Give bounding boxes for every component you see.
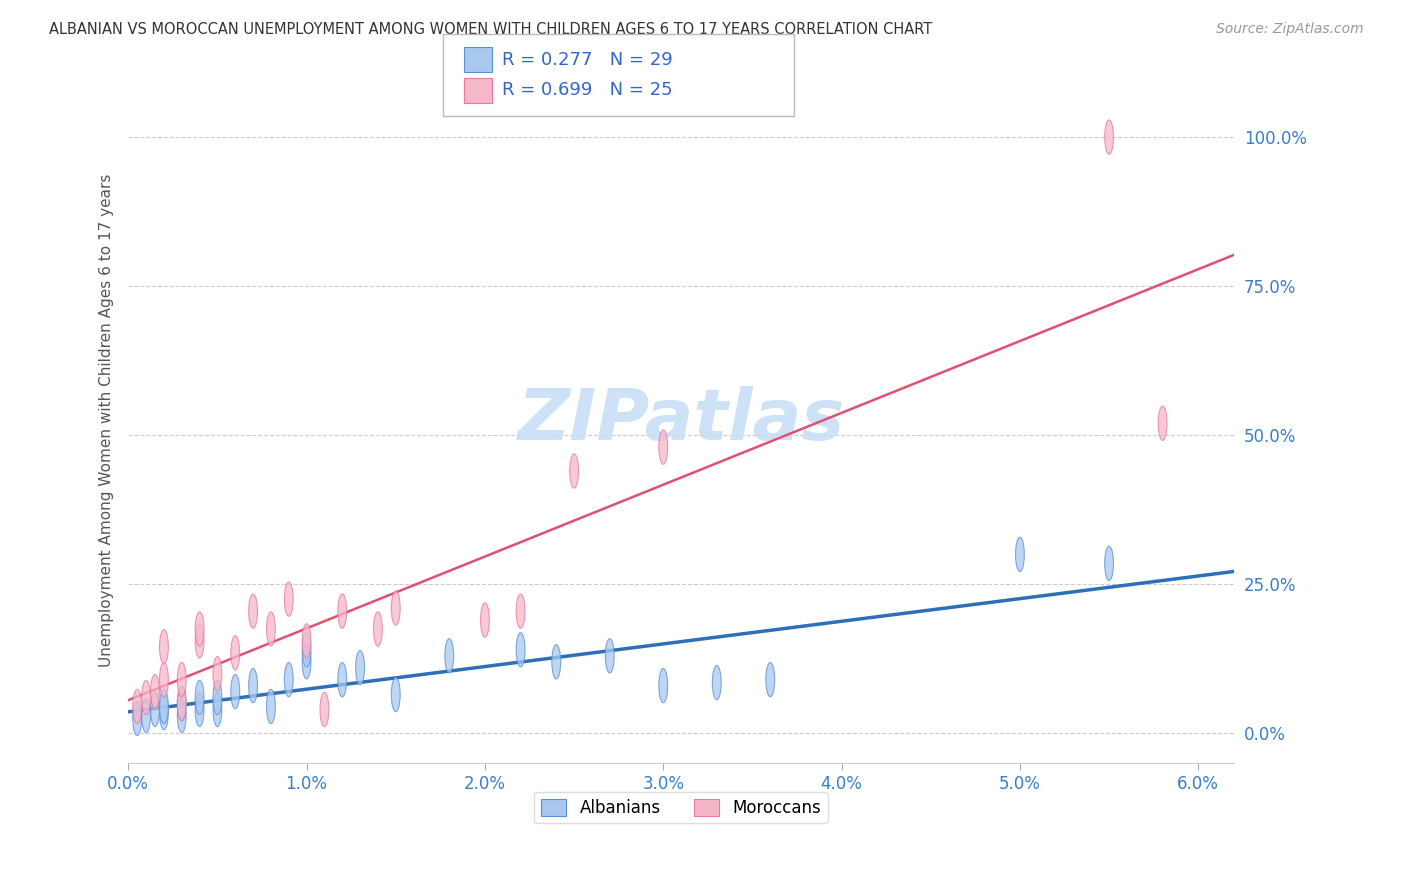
Ellipse shape (195, 692, 204, 727)
Ellipse shape (177, 686, 186, 721)
Text: Source: ZipAtlas.com: Source: ZipAtlas.com (1216, 22, 1364, 37)
Ellipse shape (391, 591, 401, 625)
Ellipse shape (481, 603, 489, 637)
Y-axis label: Unemployment Among Women with Children Ages 6 to 17 years: Unemployment Among Women with Children A… (100, 174, 114, 667)
Ellipse shape (159, 630, 169, 664)
Ellipse shape (1105, 546, 1114, 581)
Ellipse shape (159, 695, 169, 730)
Ellipse shape (569, 454, 578, 488)
Ellipse shape (516, 594, 524, 628)
Ellipse shape (150, 692, 159, 727)
Ellipse shape (551, 645, 561, 679)
Ellipse shape (195, 681, 204, 714)
Ellipse shape (150, 674, 159, 709)
Ellipse shape (302, 632, 311, 667)
Ellipse shape (249, 594, 257, 628)
Ellipse shape (337, 663, 347, 697)
Ellipse shape (1105, 120, 1114, 154)
Ellipse shape (302, 645, 311, 679)
Ellipse shape (1015, 537, 1025, 572)
Ellipse shape (195, 624, 204, 658)
Ellipse shape (713, 665, 721, 700)
Ellipse shape (444, 639, 454, 673)
Ellipse shape (132, 701, 142, 736)
Ellipse shape (159, 690, 169, 723)
Ellipse shape (1159, 406, 1167, 441)
Ellipse shape (231, 636, 239, 670)
Ellipse shape (212, 657, 222, 690)
Ellipse shape (659, 430, 668, 464)
Ellipse shape (356, 650, 364, 685)
Ellipse shape (267, 690, 276, 723)
Ellipse shape (177, 686, 186, 721)
Ellipse shape (177, 698, 186, 732)
Ellipse shape (337, 594, 347, 628)
Ellipse shape (374, 612, 382, 646)
Ellipse shape (606, 639, 614, 673)
Ellipse shape (132, 690, 142, 723)
Ellipse shape (177, 663, 186, 697)
Ellipse shape (267, 612, 276, 646)
Legend: Albanians, Moroccans: Albanians, Moroccans (534, 792, 828, 823)
Ellipse shape (284, 582, 294, 616)
Ellipse shape (766, 663, 775, 697)
Ellipse shape (212, 681, 222, 714)
Text: R = 0.277   N = 29: R = 0.277 N = 29 (502, 51, 672, 69)
Ellipse shape (231, 674, 239, 709)
Ellipse shape (142, 681, 150, 714)
Ellipse shape (302, 624, 311, 658)
Ellipse shape (142, 698, 150, 732)
Ellipse shape (516, 632, 524, 667)
Ellipse shape (391, 677, 401, 712)
Ellipse shape (659, 668, 668, 703)
Ellipse shape (195, 612, 204, 646)
Text: ZIPatlas: ZIPatlas (517, 385, 845, 455)
Ellipse shape (321, 692, 329, 727)
Ellipse shape (284, 663, 294, 697)
Ellipse shape (159, 663, 169, 697)
Ellipse shape (249, 668, 257, 703)
Text: ALBANIAN VS MOROCCAN UNEMPLOYMENT AMONG WOMEN WITH CHILDREN AGES 6 TO 17 YEARS C: ALBANIAN VS MOROCCAN UNEMPLOYMENT AMONG … (49, 22, 932, 37)
Text: R = 0.699   N = 25: R = 0.699 N = 25 (502, 81, 672, 99)
Ellipse shape (212, 692, 222, 727)
